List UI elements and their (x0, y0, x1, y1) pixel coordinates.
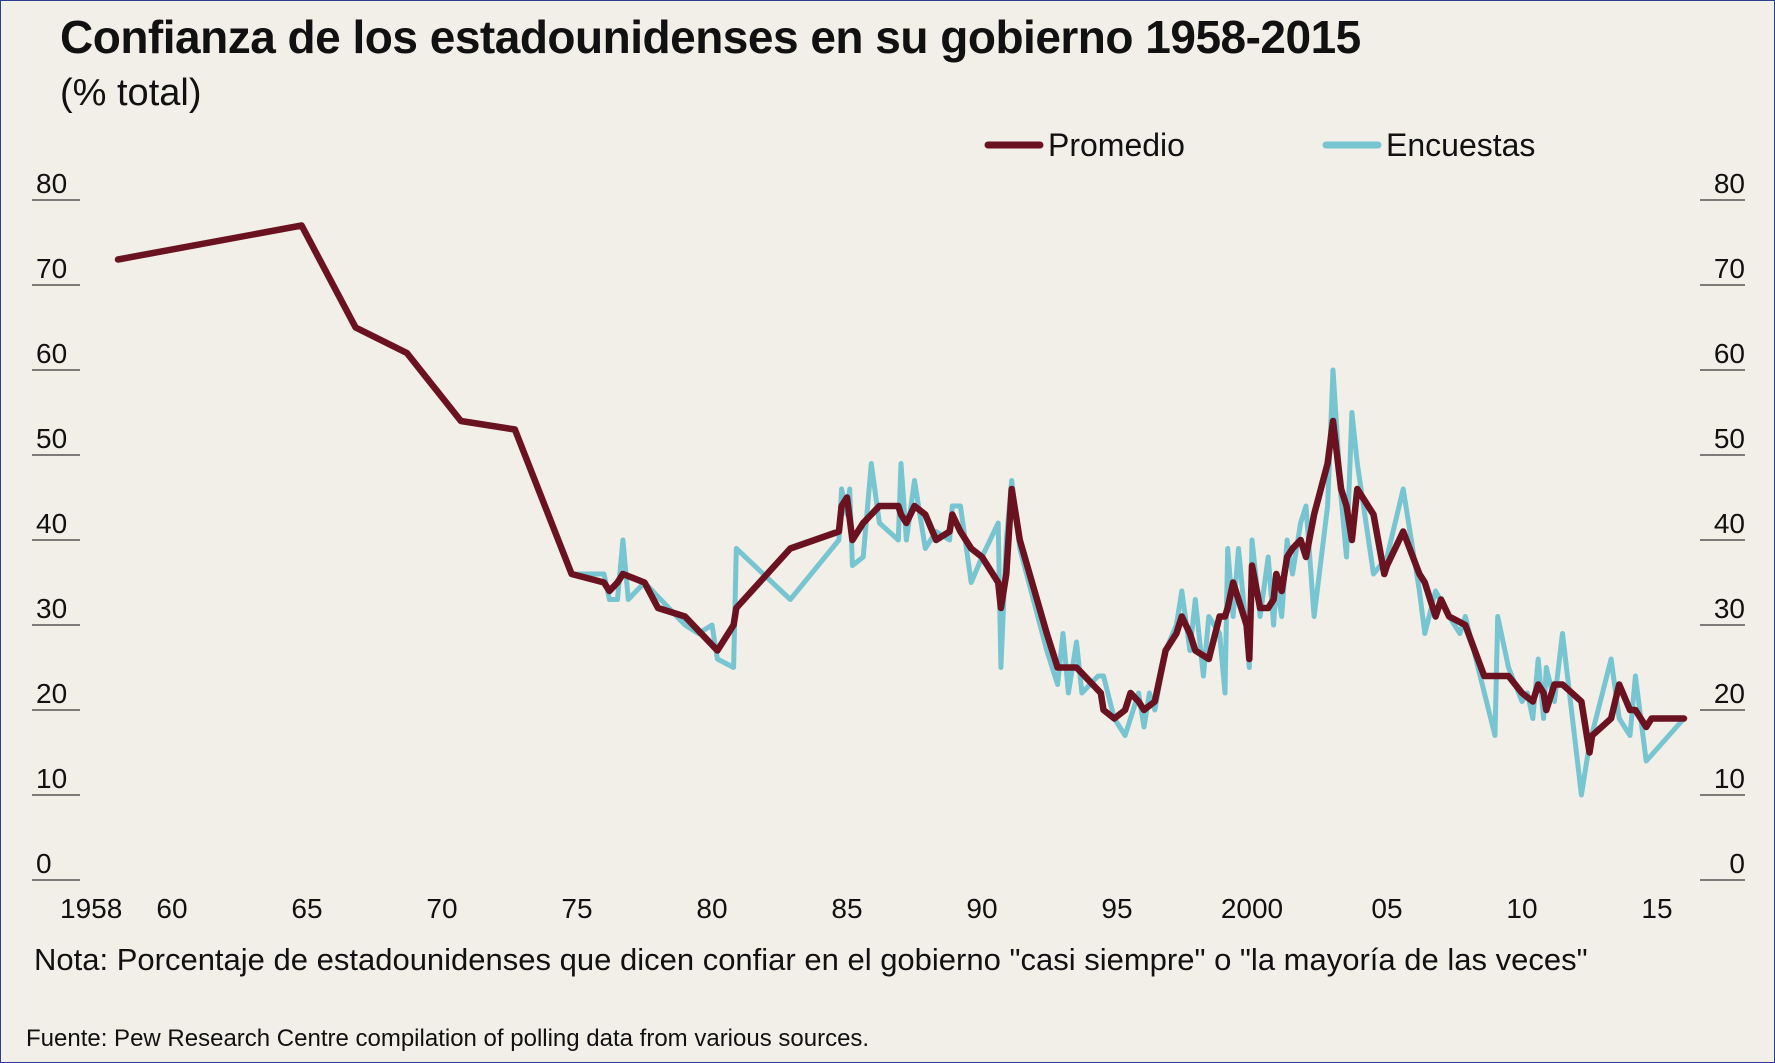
y-tick-label-left: 80 (36, 168, 67, 199)
x-tick-label: 05 (1371, 893, 1402, 924)
y-tick-label-right: 40 (1714, 508, 1745, 539)
y-tick-label-left: 50 (36, 423, 67, 454)
x-tick-label: 85 (831, 893, 862, 924)
x-tick-label: 90 (966, 893, 997, 924)
y-tick-label-left: 60 (36, 338, 67, 369)
chart-source: Fuente: Pew Research Centre compilation … (26, 1025, 870, 1052)
y-tick-label-left: 30 (36, 593, 67, 624)
x-tick-label: 80 (696, 893, 727, 924)
y-tick-label-left: 10 (36, 763, 67, 794)
x-tick-label: 70 (426, 893, 457, 924)
y-tick-label-left: 20 (36, 678, 67, 709)
x-tick-label: 75 (561, 893, 592, 924)
x-axis: 1958 60 65 70 75 80 85 90 95 2000 05 10 15 (60, 893, 1673, 924)
y-tick-label-right: 30 (1714, 593, 1745, 624)
y-tick-label-right: 60 (1714, 338, 1745, 369)
y-axis-right: 0 10 20 30 40 50 60 70 80 (1700, 168, 1745, 881)
y-tick-label-right: 0 (1729, 848, 1745, 879)
legend-label-encuestas: Encuestas (1386, 127, 1535, 163)
y-tick-label-right: 20 (1714, 678, 1745, 709)
y-tick-label-right: 10 (1714, 763, 1745, 794)
y-tick-label-left: 40 (36, 508, 67, 539)
y-tick-label-left: 0 (36, 848, 52, 879)
x-tick-label: 2000 (1221, 893, 1283, 924)
series-layer (114, 222, 1688, 798)
legend-label-promedio: Promedio (1048, 127, 1185, 163)
chart-subtitle: (% total) (60, 72, 202, 114)
x-tick-label: 10 (1506, 893, 1537, 924)
x-tick-label: 1958 (60, 893, 122, 924)
x-tick-label: 65 (291, 893, 322, 924)
chart-title: Confianza de los estadounidenses en su g… (60, 11, 1361, 63)
series-line-promedio (114, 222, 1688, 756)
chart-note: Nota: Porcentaje de estadounidenses que … (34, 942, 1588, 977)
x-tick-label: 95 (1101, 893, 1132, 924)
y-tick-label-right: 70 (1714, 253, 1745, 284)
y-tick-label-right: 80 (1714, 168, 1745, 199)
x-tick-label: 60 (156, 893, 187, 924)
legend: Promedio Encuestas (984, 127, 1535, 163)
y-axis-left: 0 10 20 30 40 50 60 70 80 (32, 168, 80, 881)
y-tick-label-left: 70 (36, 253, 67, 284)
x-tick-label: 15 (1641, 893, 1672, 924)
y-tick-label-right: 50 (1714, 423, 1745, 454)
